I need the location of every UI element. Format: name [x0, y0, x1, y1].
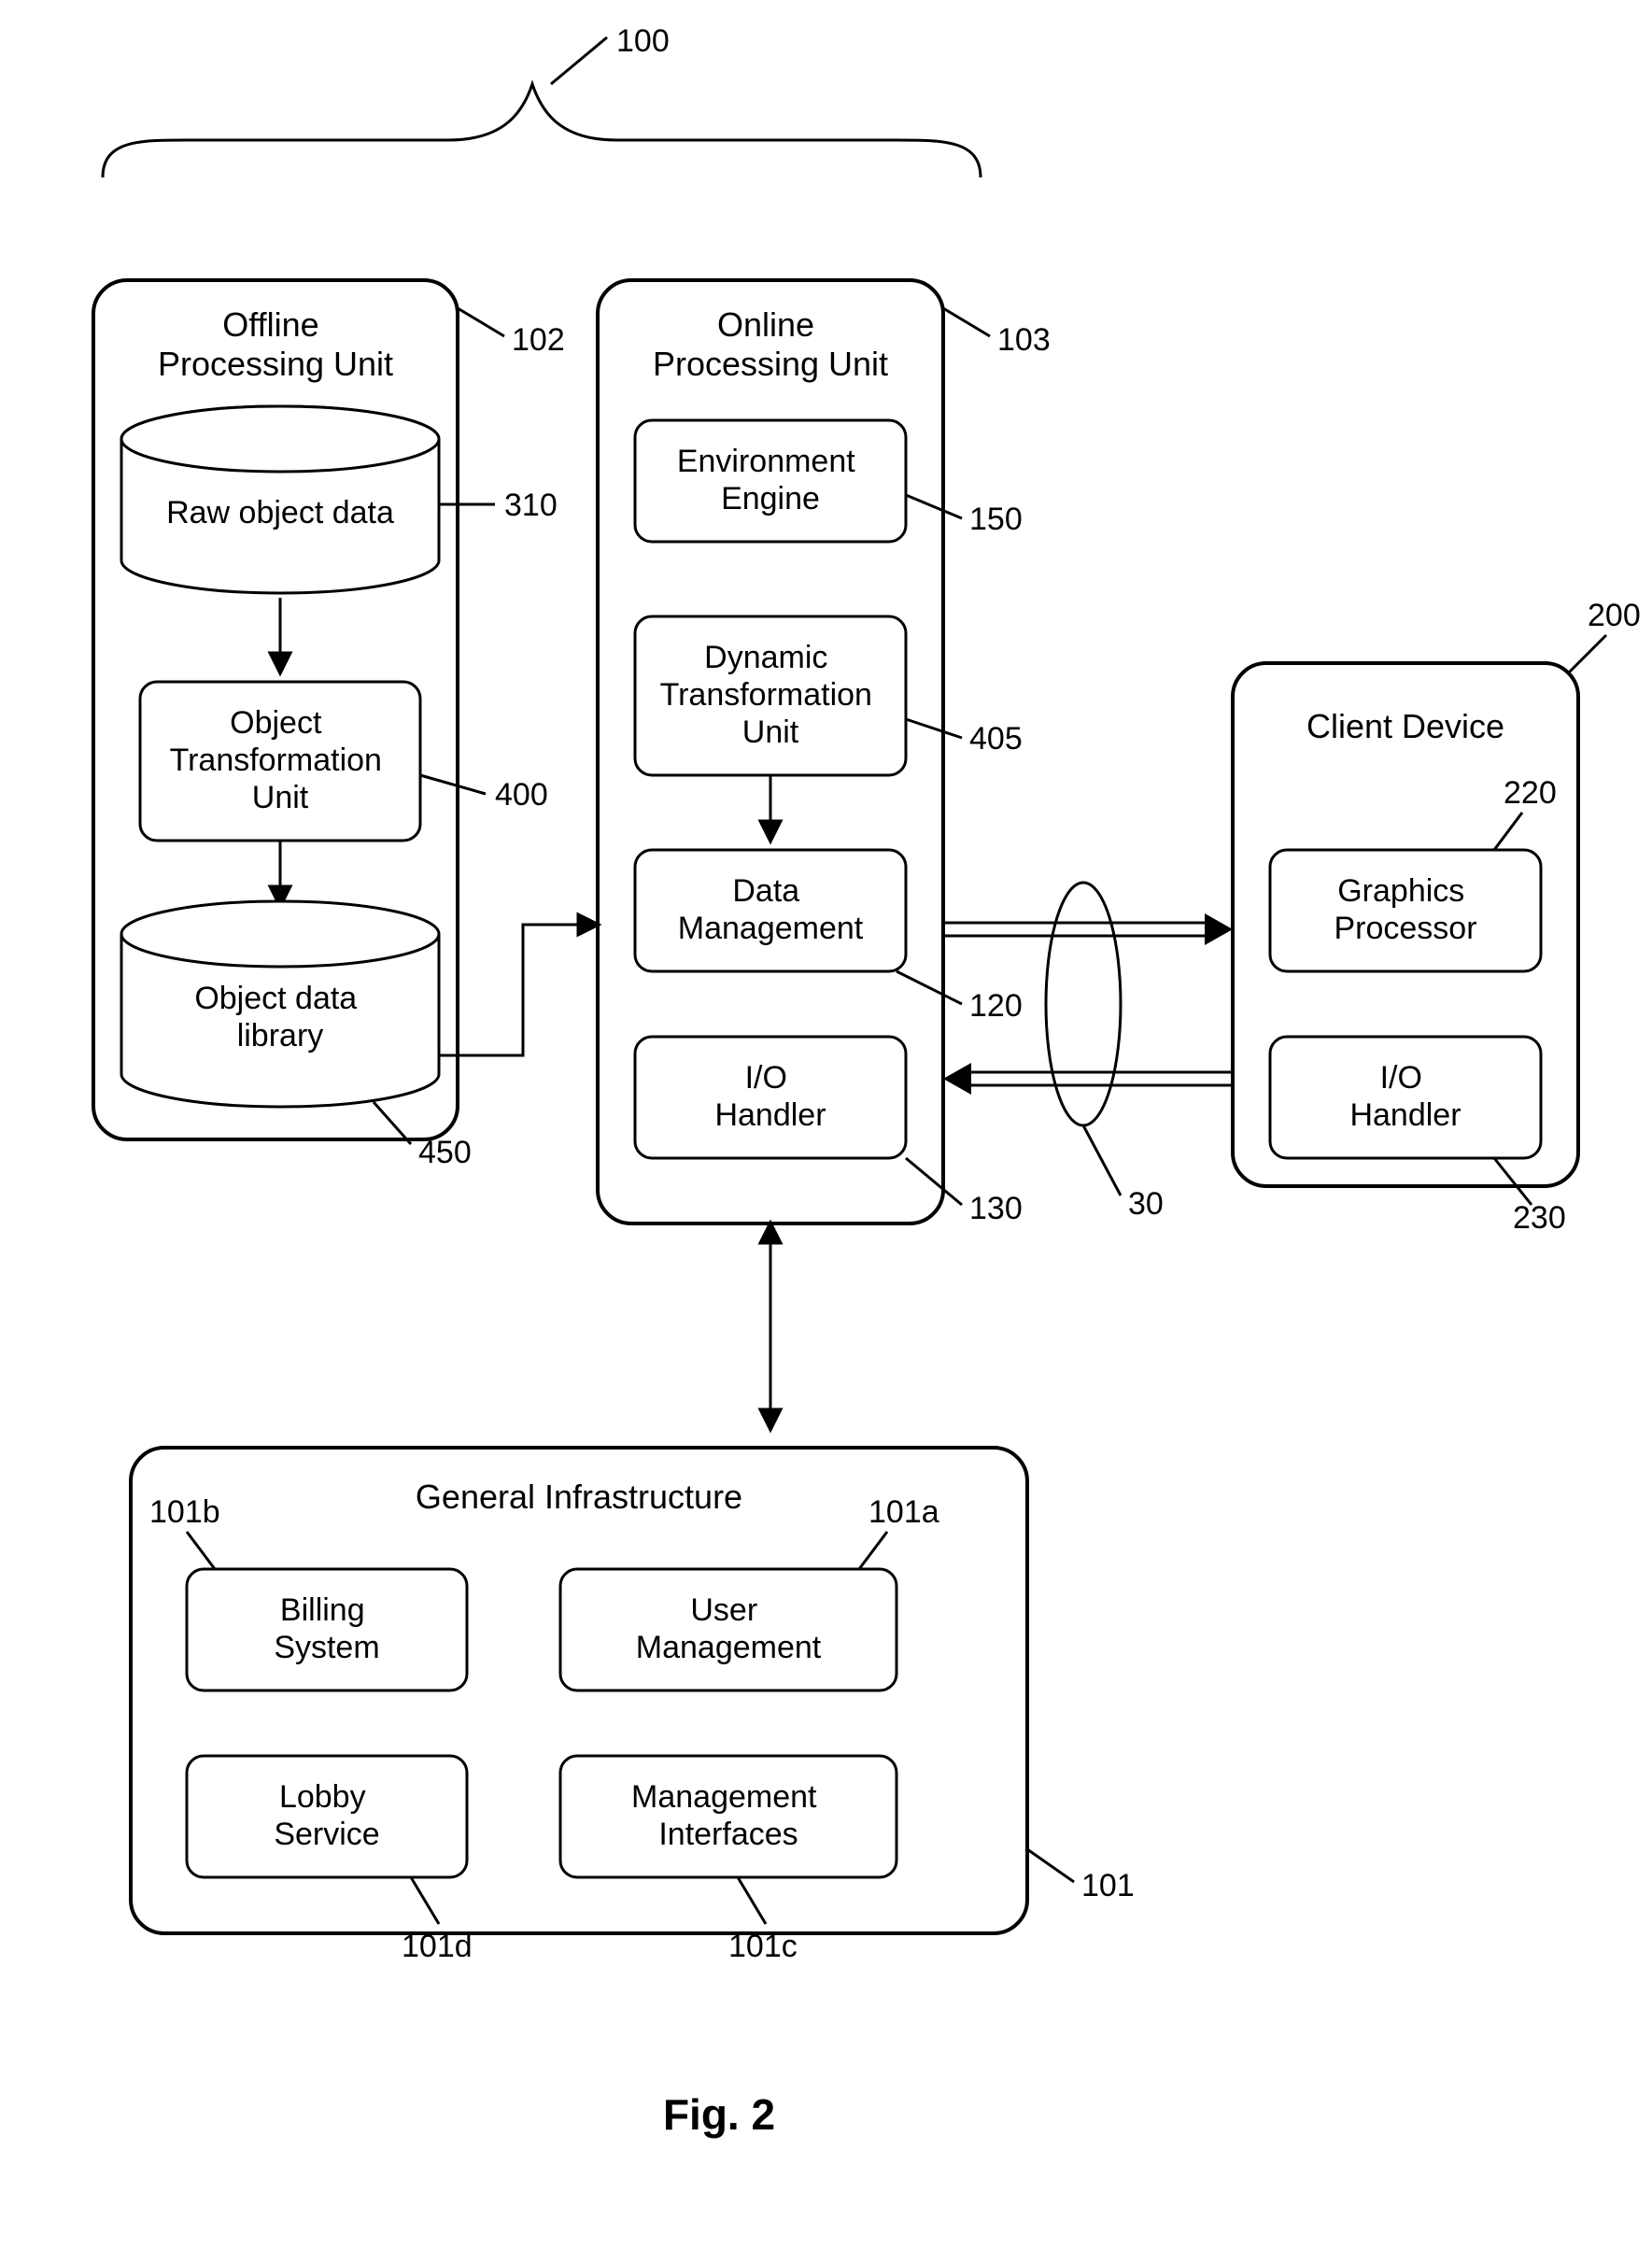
ref-405: 405	[969, 721, 1023, 757]
ref-130: 130	[969, 1191, 1023, 1226]
object-data-library-cylinder: Object data library	[121, 901, 439, 1107]
infra-title: General Infrastructure	[416, 1478, 742, 1516]
object-transformation-unit-box: Object Transformation Unit	[140, 682, 420, 841]
ref-450: 450	[418, 1135, 472, 1170]
billing-system-box: Billing System	[187, 1569, 467, 1690]
ref-200: 200	[1588, 598, 1641, 633]
ref-100: 100	[616, 23, 670, 59]
management-interfaces-box: Management Interfaces	[560, 1756, 897, 1877]
top-bracket: 100	[103, 23, 981, 177]
graphics-processor-box: Graphics Processor	[1270, 850, 1541, 971]
user-management-box: User Management	[560, 1569, 897, 1690]
offline-unit: Offline Processing Unit 102 Raw object d…	[93, 280, 565, 1170]
general-infrastructure: General Infrastructure 101 Billing Syste…	[131, 1448, 1135, 1964]
ref-400: 400	[495, 777, 548, 813]
ref-310: 310	[504, 488, 558, 523]
ref-230: 230	[1513, 1200, 1566, 1236]
data-management-box: Data Management	[635, 850, 906, 971]
svg-text:Online Processing Unit: Online Processing Unit	[653, 305, 888, 383]
ref-101a: 101a	[868, 1494, 939, 1530]
dynamic-transformation-unit-box: Dynamic Transformation Unit	[635, 616, 906, 775]
ref-101c: 101c	[728, 1929, 798, 1964]
ref-220: 220	[1504, 775, 1557, 811]
ref-102: 102	[512, 322, 565, 358]
figure-caption: Fig. 2	[663, 2090, 775, 2139]
ref-101: 101	[1081, 1868, 1135, 1903]
ref-101b: 101b	[149, 1494, 220, 1530]
ref-103: 103	[997, 322, 1051, 358]
lobby-service-box: Lobby Service	[187, 1756, 467, 1877]
online-io-handler-box: I/O Handler	[635, 1037, 906, 1158]
connector-library-to-datamgmt	[439, 925, 598, 1055]
raw-object-data-cylinder: Raw object data	[121, 406, 439, 593]
client-device: Client Device 200 Graphics Processor 220…	[1233, 598, 1641, 1236]
client-title: Client Device	[1306, 707, 1504, 745]
raw-object-data-label: Raw object data	[166, 495, 394, 530]
offline-title: Offline Processing Unit	[158, 305, 393, 383]
ref-150: 150	[969, 502, 1023, 537]
ref-101d: 101d	[402, 1929, 473, 1964]
environment-engine-box: Environment Engine	[635, 420, 906, 542]
ref-30: 30	[1128, 1186, 1164, 1222]
client-io-handler-box: I/O Handler	[1270, 1037, 1541, 1158]
network-node: 30	[1046, 883, 1164, 1222]
ref-120: 120	[969, 988, 1023, 1024]
